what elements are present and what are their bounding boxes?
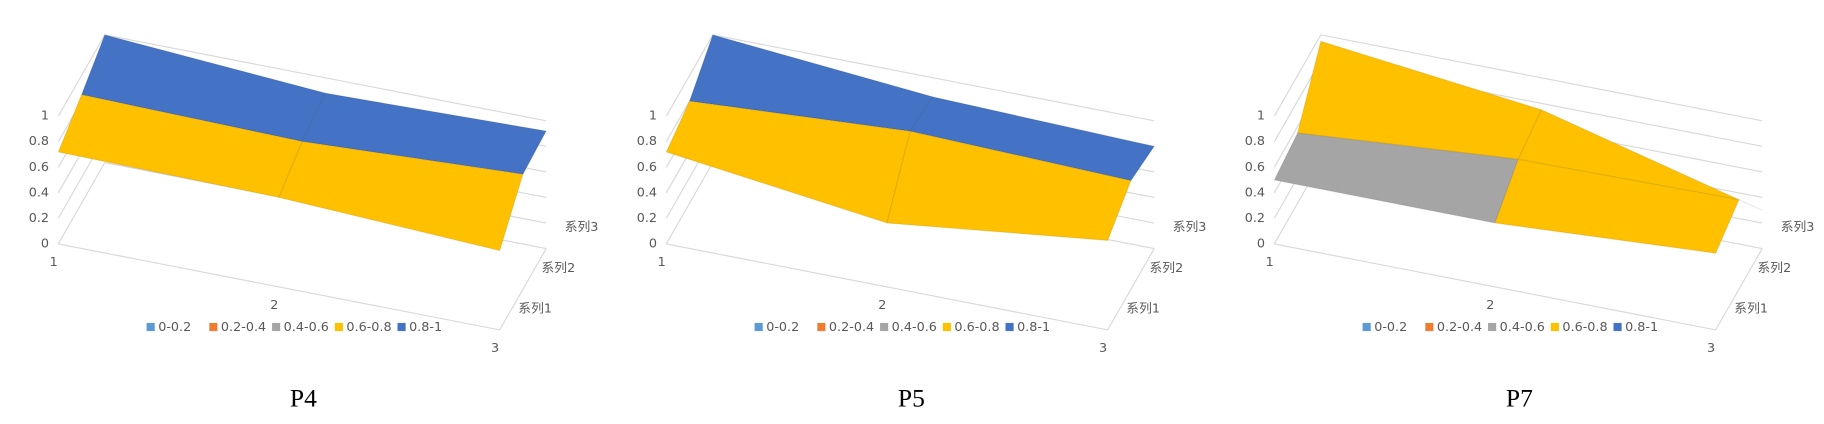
z-tick-label: 0.6 (29, 160, 49, 175)
series-label: 系列1 (1126, 301, 1160, 316)
legend-label: 0.6-0.8 (346, 320, 391, 335)
legend-label: 0.2-0.4 (221, 320, 266, 335)
caption: P7 (1506, 384, 1533, 413)
z-tick-label: 0.8 (1245, 134, 1265, 149)
series-label: 系列3 (1781, 220, 1815, 235)
legend-swatch (880, 322, 889, 332)
z-tick-label: 0.6 (637, 160, 657, 175)
z-tick-label: 0 (1257, 236, 1265, 251)
legend-label: 0.2-0.4 (829, 320, 874, 335)
surface-chart: 0 0.2 0.4 0.6 0.8 1 1 2 3 系列1 系列2 系列3 0-0.2 0.2-0.4 0.… (637, 34, 1207, 413)
legend-swatch (1005, 322, 1014, 332)
legend-label: 0.4-0.6 (892, 320, 937, 335)
grid-line (1273, 34, 1763, 122)
series-label: 系列3 (565, 220, 599, 235)
legend-label: 0-0.2 (1374, 320, 1407, 335)
z-tick-label: 0.8 (29, 134, 49, 149)
caption: P4 (290, 384, 317, 413)
series-label: 系列1 (1734, 301, 1768, 316)
z-tick-label: 1 (41, 109, 49, 124)
z-tick-label: 0 (41, 236, 49, 251)
legend-swatch (1425, 322, 1434, 332)
category-label: 1 (658, 255, 666, 270)
legend-label: 0.2-0.4 (1437, 320, 1482, 335)
legend-swatch (1488, 322, 1497, 332)
z-tick-label: 0.2 (637, 211, 657, 226)
legend-label: 0.8-1 (1625, 320, 1658, 335)
caption: P5 (898, 384, 925, 413)
legend-label: 0-0.2 (766, 320, 799, 335)
legend-swatch (1550, 322, 1559, 332)
category-label: 2 (878, 298, 886, 313)
category-label: 1 (1266, 255, 1274, 270)
series-label: 系列2 (1150, 261, 1184, 276)
legend-label: 0-0.2 (158, 320, 191, 335)
legend-swatch (754, 322, 763, 332)
series-label: 系列1 (518, 301, 552, 316)
legend-label: 0.8-1 (409, 320, 442, 335)
floor-edge (666, 243, 1155, 331)
surface-face (909, 96, 1156, 182)
series-label: 系列2 (1758, 261, 1792, 276)
legend-swatch (942, 322, 951, 332)
legend-label: 0.8-1 (1017, 320, 1050, 335)
legend-swatch (397, 322, 406, 332)
legend-swatch (1613, 322, 1622, 332)
legend-label: 0.6-0.8 (954, 320, 999, 335)
series-label: 系列3 (1173, 220, 1207, 235)
floor-edge (1274, 243, 1763, 331)
category-label: 2 (1486, 298, 1494, 313)
category-label: 3 (1099, 341, 1107, 356)
legend-swatch (334, 322, 343, 332)
z-tick-label: 0.4 (29, 185, 49, 200)
legend-label: 0.4-0.6 (1500, 320, 1545, 335)
z-tick-label: 0.2 (1245, 211, 1265, 226)
category-label: 1 (50, 255, 58, 270)
legend-swatch (1362, 322, 1371, 332)
z-tick-label: 0.6 (1245, 160, 1265, 175)
z-tick-label: 0.4 (1245, 185, 1265, 200)
legend-swatch (209, 322, 218, 332)
surface-chart: 0 0.2 0.4 0.6 0.8 1 1 2 3 系列1 系列2 系列3 0-0.2 0.2-0.4 0.… (1245, 34, 1815, 413)
legend-swatch (146, 322, 155, 332)
legend-label: 0.4-0.6 (284, 320, 329, 335)
category-label: 3 (491, 341, 499, 356)
z-tick-label: 0.8 (637, 134, 657, 149)
legend-label: 0.6-0.8 (1562, 320, 1607, 335)
surface-chart: 0 0.2 0.4 0.6 0.8 1 1 2 3 系列1 系列2 系列3 0-0.2 0.2-0.4 0.… (29, 34, 599, 413)
z-tick-label: 0.4 (637, 185, 657, 200)
z-tick-label: 1 (1257, 109, 1265, 124)
category-label: 3 (1707, 341, 1715, 356)
surface-face (1494, 158, 1740, 254)
surface-face (278, 140, 524, 252)
surface-face (886, 130, 1132, 242)
z-tick-label: 0 (649, 236, 657, 251)
z-tick-label: 1 (649, 109, 657, 124)
category-label: 2 (270, 298, 278, 313)
floor-edge (58, 243, 547, 331)
legend-swatch (272, 322, 281, 332)
series-label: 系列2 (542, 261, 576, 276)
legend-swatch (817, 322, 826, 332)
z-tick-label: 0.2 (29, 211, 49, 226)
